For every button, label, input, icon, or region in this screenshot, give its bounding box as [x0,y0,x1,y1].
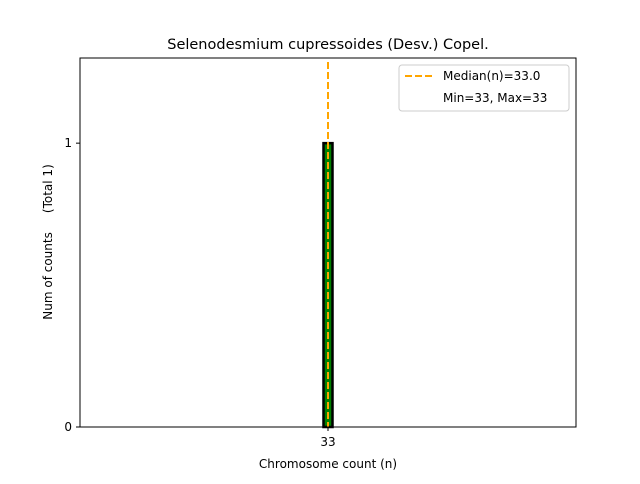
legend-median-label: Median(n)=33.0 [443,69,540,83]
y-axis-label: Num of counts (Total 1) [41,164,55,319]
x-tick-label: 33 [320,435,335,449]
y-tick-label: 1 [64,136,72,150]
y-tick-label: 0 [64,420,72,434]
chart-title: Selenodesmium cupressoides (Desv.) Copel… [167,37,489,53]
legend: Median(n)=33.0 Min=33, Max=33 [398,64,570,112]
legend-minmax-label: Min=33, Max=33 [443,91,547,105]
x-axis-label: Chromosome count (n) [259,457,397,471]
